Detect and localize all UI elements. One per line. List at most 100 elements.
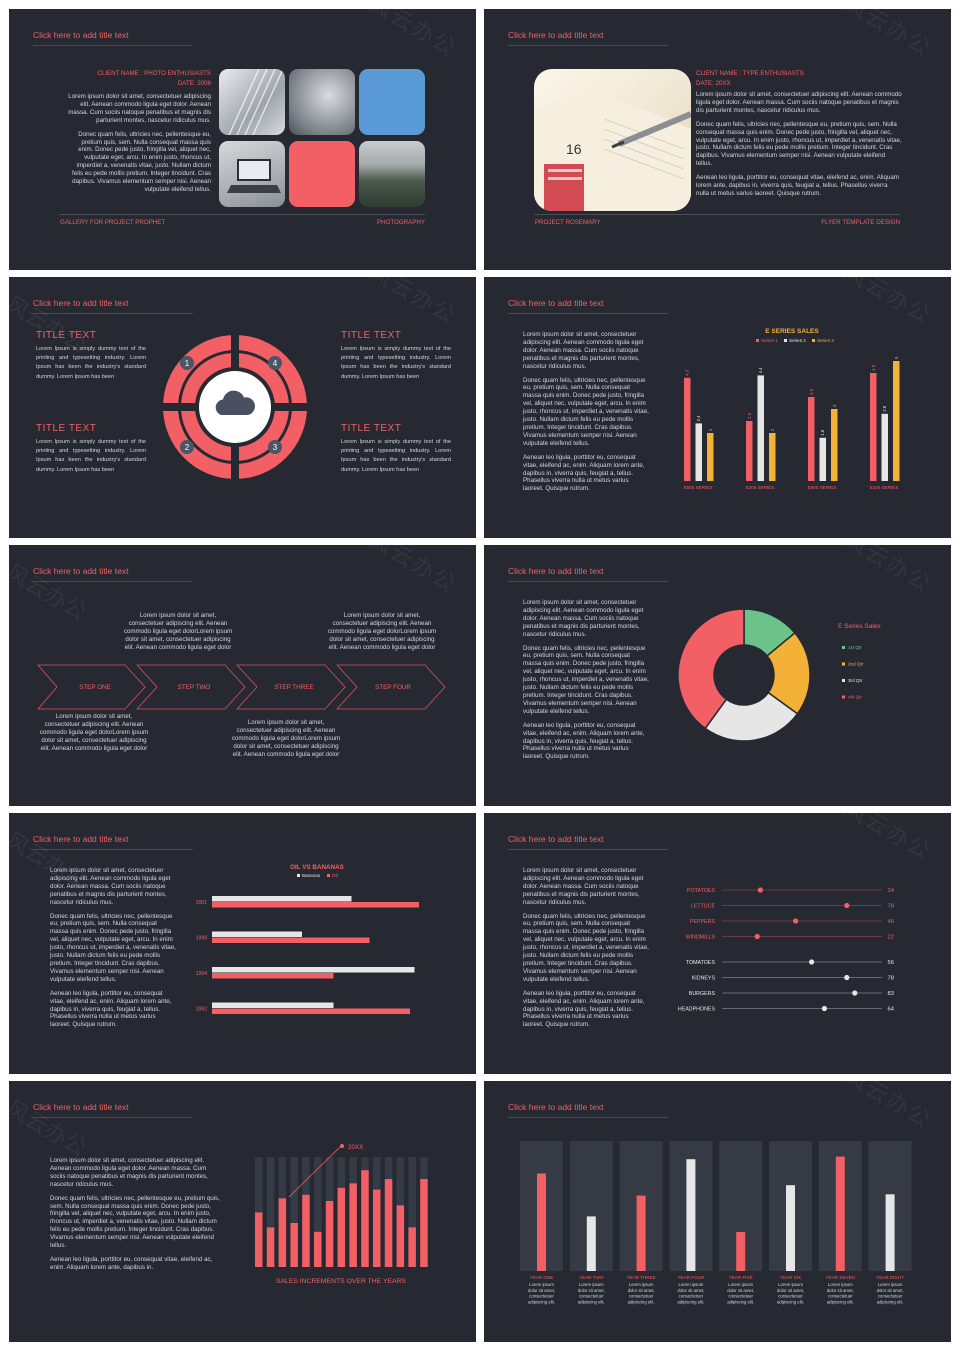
slide-title[interactable]: Click here to add title text — [33, 1102, 129, 1112]
slide-slider-chart: Click here to add title text 风云办公 Lorem … — [484, 813, 951, 1074]
step-number: 4 — [273, 359, 278, 368]
title-divider — [33, 849, 193, 850]
value-dot — [844, 902, 850, 909]
step-marker-3[interactable]: 3 — [268, 440, 282, 454]
title-divider — [508, 313, 668, 314]
bar — [212, 973, 334, 979]
step-arrow-3[interactable] — [236, 664, 346, 710]
watermark: 风云办公 — [364, 9, 461, 62]
legend-swatch — [327, 874, 330, 877]
bar-description: adipiscing elit. — [827, 1299, 854, 1304]
bar-description: consectetuer — [529, 1294, 554, 1299]
title-divider — [33, 45, 193, 46]
row-value: 78 — [888, 904, 894, 910]
bar-description: dolor sit amet, — [777, 1288, 804, 1293]
step-label: STEP ONE — [79, 684, 111, 691]
title-divider — [508, 849, 668, 850]
legend-label: 4th Qtr — [848, 695, 863, 700]
data-label: 4.5 — [871, 364, 876, 371]
block-title: TITLE TEXT — [36, 330, 97, 341]
paragraph: Aenean leo ligula, porttitor eu, consequ… — [523, 721, 645, 761]
paragraph: Lorem ipsum dolor sit amet, consectetuer… — [523, 331, 644, 370]
step-marker-4[interactable]: 4 — [268, 356, 282, 370]
bar-description: dolor sit amet, — [578, 1288, 605, 1293]
slide-title[interactable]: Click here to add title text — [508, 566, 604, 576]
step-description: Lorem ipsum dolor sit amet, consectetuer… — [231, 719, 341, 758]
footer-right: FLYER TEMPLATE DESIGN — [821, 219, 900, 226]
data-label: 4.4 — [758, 367, 763, 374]
chart-title: E Series Sales — [838, 623, 881, 630]
watermark: 风云办公 — [839, 1081, 936, 1134]
step-arrow-1[interactable] — [37, 664, 146, 710]
slide-title[interactable]: Click here to add title text — [33, 30, 129, 40]
slide-title[interactable]: Click here to add title text — [33, 298, 129, 308]
bar-description: consectetuer — [878, 1294, 903, 1299]
paragraph: Donec quam felis, ultricies nec, pellent… — [72, 130, 211, 193]
slide-title[interactable]: Click here to add title text — [508, 298, 604, 308]
photo-architecture[interactable] — [219, 69, 285, 135]
photo-forest[interactable] — [359, 141, 425, 207]
bar — [786, 1185, 795, 1271]
bar — [885, 1194, 895, 1271]
bar — [408, 1227, 416, 1267]
blue-tile[interactable] — [359, 69, 425, 135]
slide-process-steps: Click here to add title text 风云办公 风云办公 L… — [9, 545, 476, 806]
bar-description: adipiscing elit. — [578, 1299, 605, 1304]
bar — [314, 1231, 322, 1267]
sales-increments-chart: 20XX SALES INCREMENTS OVER THE YEARS — [255, 1144, 428, 1285]
paragraph: Lorem ipsum dolor sit amet, consectetuer… — [50, 867, 171, 906]
bar — [808, 397, 815, 481]
slide-title[interactable]: Click here to add title text — [33, 834, 129, 844]
step-arrow-4[interactable] — [336, 664, 446, 710]
photo-number: 16 — [566, 141, 582, 157]
paragraph: Aenean leo ligula, porttitor eu, consequ… — [523, 989, 645, 1029]
legend-label: 2nd Qtr — [848, 662, 864, 667]
photo-notebook[interactable] — [289, 69, 355, 135]
bar — [881, 413, 888, 481]
category-label: 1998 — [196, 936, 207, 942]
category-label: 1992 — [196, 1007, 207, 1013]
paragraph: Donec quam felis, ultricies nec, pellent… — [523, 376, 649, 447]
photo-laptop[interactable] — [219, 141, 285, 207]
legend-swatch — [842, 646, 845, 649]
bar-track — [290, 1157, 298, 1267]
slide-title[interactable]: Click here to add title text — [508, 30, 604, 40]
data-label: 2.4 — [696, 415, 701, 422]
slide-title[interactable]: Click here to add title text — [33, 566, 129, 576]
slide-title[interactable]: Click here to add title text — [508, 1102, 604, 1112]
legend-label: Bananas — [302, 873, 321, 878]
bar — [893, 361, 900, 481]
paragraph: Donec quam felis, ultricies nec, pellent… — [696, 120, 902, 168]
bar-description: adipiscing elit. — [677, 1299, 704, 1304]
client-date: DATE: 20XX — [696, 80, 731, 87]
step-marker-2[interactable]: 2 — [180, 440, 194, 454]
value-dot — [852, 990, 858, 996]
title-divider — [33, 581, 193, 582]
slide-title[interactable]: Click here to add title text — [508, 834, 604, 844]
paragraph: Lorem ipsum dolor sit amet, consectetuer… — [68, 93, 211, 124]
chart-title: E SERIES SALES — [765, 328, 819, 335]
legend-swatch — [756, 339, 759, 342]
photo-book-pen[interactable]: 16 — [534, 69, 691, 211]
bar-description: adipiscing elit. — [628, 1299, 655, 1304]
category-label: E100 SERIES — [870, 485, 899, 490]
legend-swatch — [297, 874, 300, 877]
step-marker-1[interactable]: 1 — [180, 356, 194, 370]
value-dot — [821, 1005, 827, 1012]
category-label: YEAR FOUR — [677, 1275, 704, 1280]
coral-tile[interactable] — [289, 141, 355, 207]
step-arrow-2[interactable] — [136, 664, 246, 710]
bar-description: dolor sit amet, — [727, 1288, 754, 1293]
donut-slice — [677, 608, 745, 730]
category-label: E500 SERIES — [684, 485, 713, 490]
bar-description: Lorem ipsum — [579, 1282, 604, 1287]
bar — [384, 1179, 393, 1267]
text-column: Lorem ipsum dolor sit amet, consectetuer… — [523, 331, 649, 499]
step-description: Lorem ipsum dolor sit amet, consectetuer… — [327, 612, 437, 651]
step-label: STEP TWO — [178, 684, 211, 691]
bar — [290, 1223, 298, 1267]
bar-description: Lorem ipsum — [828, 1282, 853, 1287]
bar-track — [255, 1157, 263, 1267]
slide-donut-chart: Click here to add title text 风云办公 Lorem … — [484, 545, 951, 806]
